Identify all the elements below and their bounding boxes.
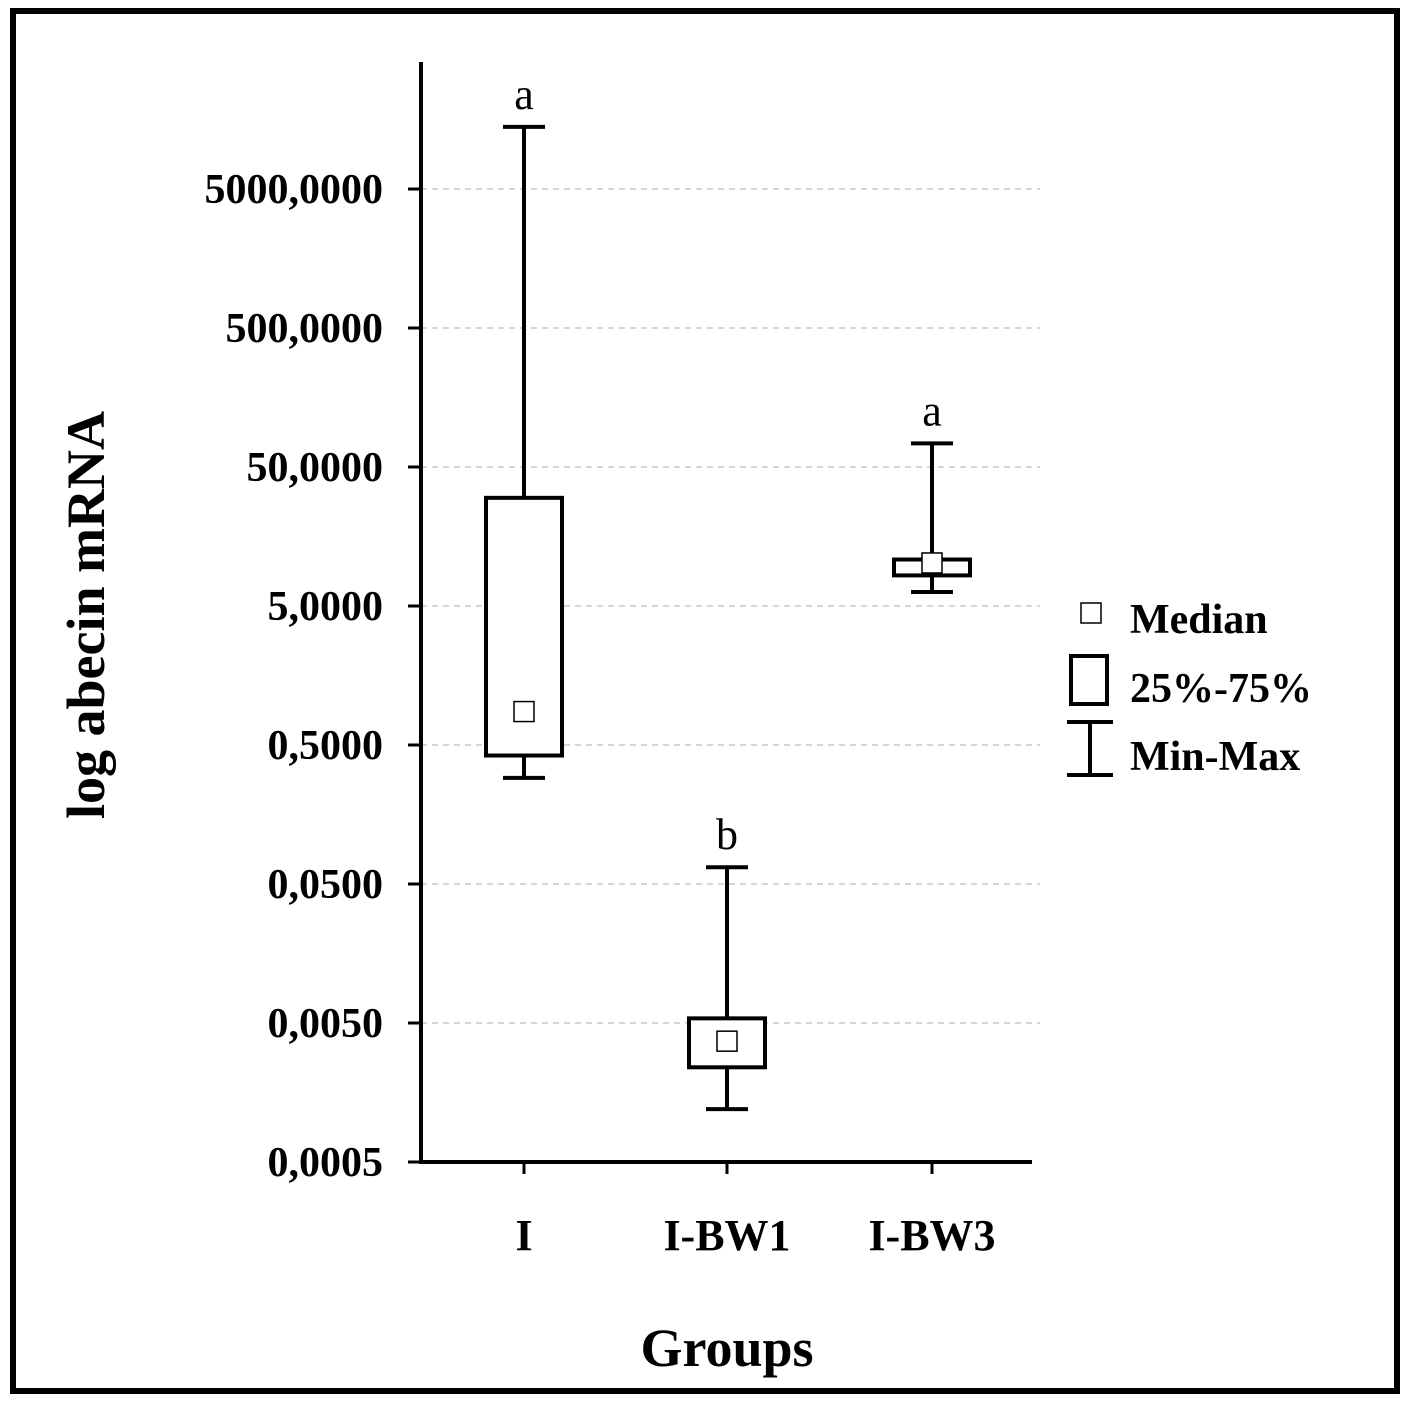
y-tick-label: 500,0000	[226, 306, 384, 352]
legend-median-label: Median	[1130, 597, 1268, 643]
x-axis-title: Groups	[640, 1318, 813, 1378]
y-tick-label: 0,0500	[268, 862, 384, 908]
median-marker	[514, 702, 534, 722]
x-ticks: I I-BW1 I-BW3	[515, 1162, 995, 1260]
y-tick-label: 0,0050	[268, 1001, 384, 1047]
box-group: a	[486, 70, 562, 778]
legend-box-symbol	[1071, 656, 1107, 704]
y-tick-label: 0,0005	[268, 1140, 384, 1186]
x-tick-label: I-BW3	[868, 1211, 995, 1260]
y-tick-label: 5000,0000	[205, 167, 384, 213]
legend-box-label: 25%-75%	[1130, 666, 1312, 712]
box-group: a	[894, 386, 970, 592]
legend-median-symbol	[1081, 603, 1101, 623]
y-tick-label: 5,0000	[268, 584, 384, 630]
y-tick-label: 50,0000	[247, 445, 384, 491]
median-marker	[717, 1031, 737, 1051]
x-tick-label: I	[515, 1211, 532, 1260]
y-ticks: 0,0005 0,0050 0,0500 0,5000 5,0000 50,0000 500…	[205, 167, 422, 1186]
legend: Median 25%-75% Min-Max	[1067, 597, 1312, 780]
median-marker	[922, 553, 942, 573]
y-axis-title: log abecin mRNA	[56, 411, 116, 819]
significance-label: a	[514, 70, 534, 119]
box-group: b	[689, 810, 765, 1109]
x-tick-label: I-BW1	[663, 1211, 790, 1260]
boxes: a b a	[486, 70, 970, 1109]
legend-whisker-label: Min-Max	[1130, 734, 1300, 780]
legend-whisker-symbol	[1067, 722, 1113, 775]
significance-label: a	[922, 386, 942, 435]
y-tick-label: 0,5000	[268, 723, 384, 769]
significance-label: b	[716, 810, 738, 859]
